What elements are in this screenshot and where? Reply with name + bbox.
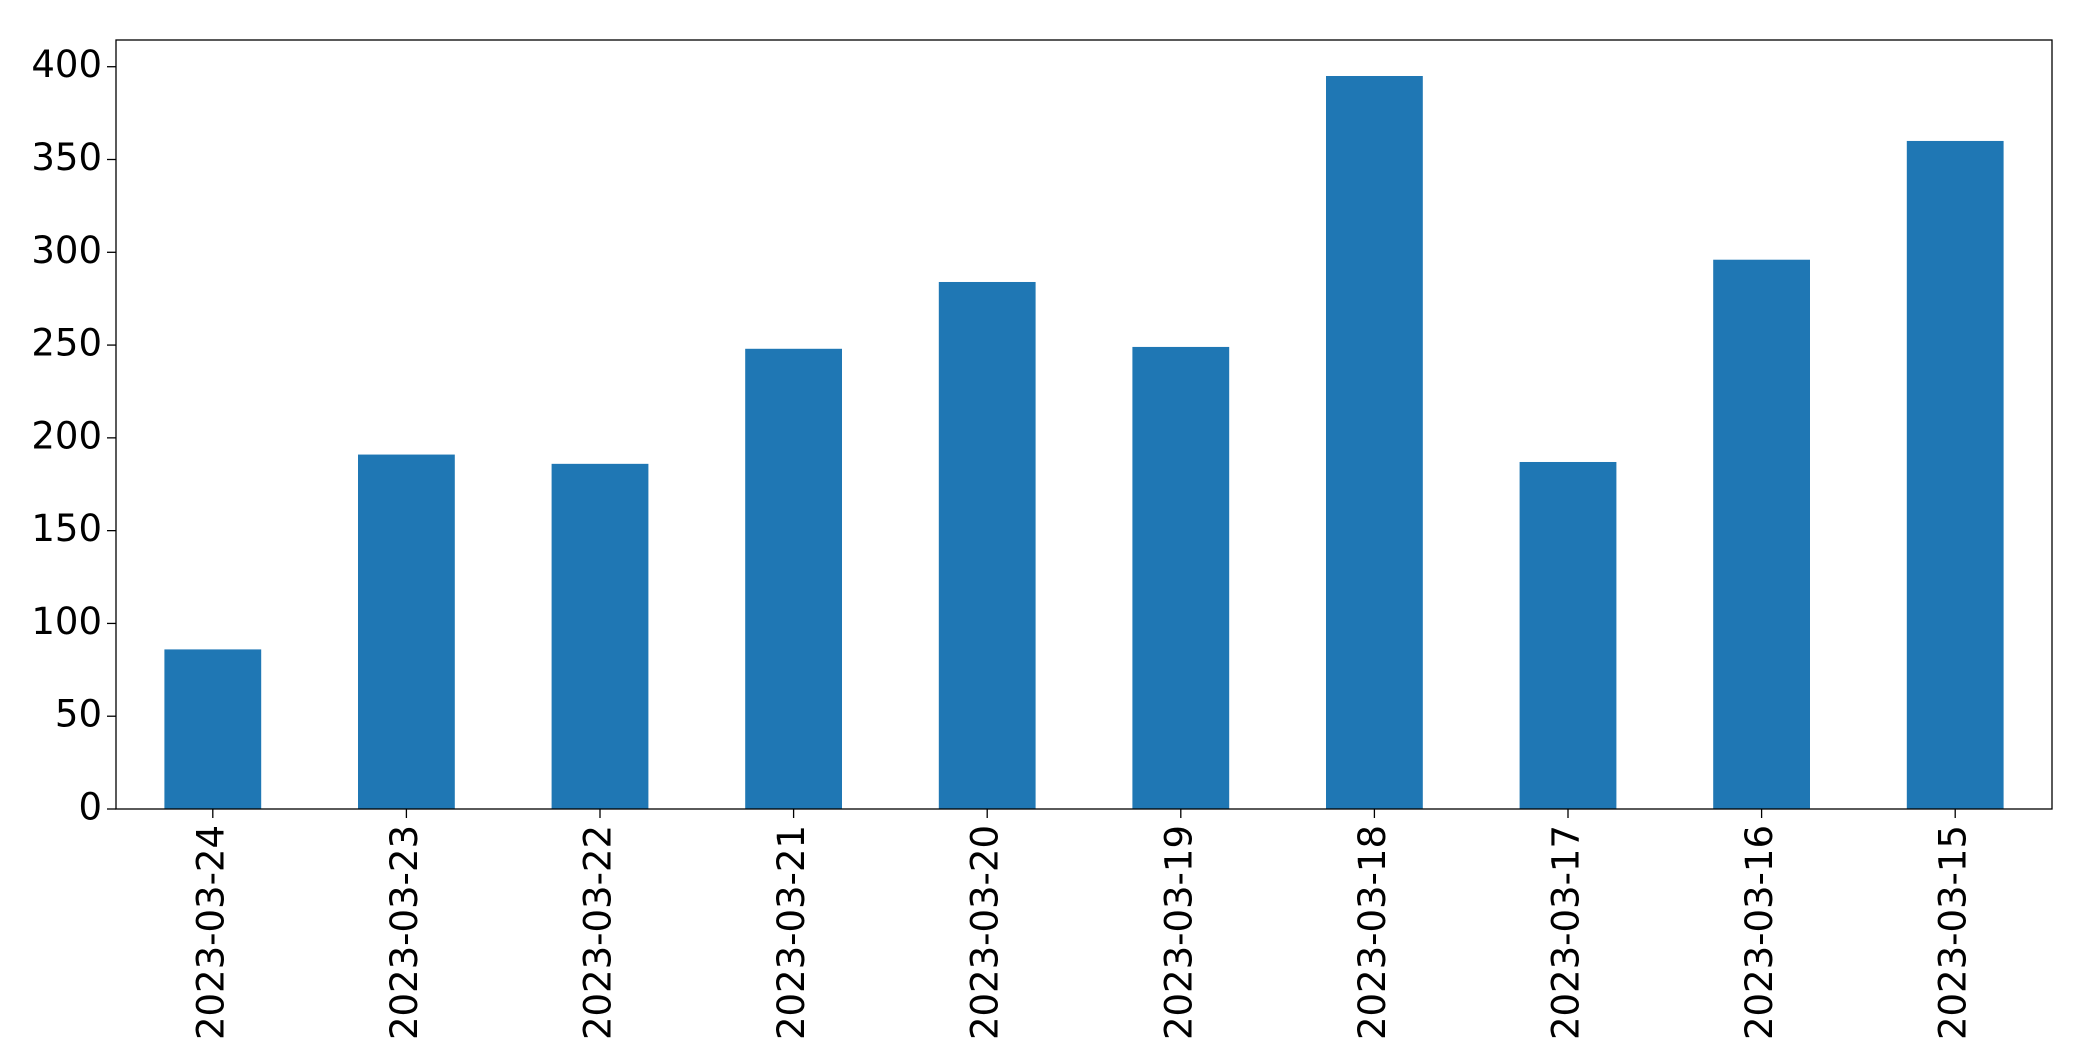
bar <box>551 463 649 809</box>
x-tick-label: 2023-03-24 <box>189 825 232 1040</box>
x-tick-label: 2023-03-20 <box>964 825 1007 1040</box>
x-tick-label: 2023-03-23 <box>383 825 426 1040</box>
x-tick-label: 2023-03-16 <box>1738 825 1781 1040</box>
y-tick-label: 200 <box>31 414 102 457</box>
bar <box>745 348 842 809</box>
x-tick-label: 2023-03-21 <box>770 825 813 1040</box>
x-tick-label: 2023-03-15 <box>1932 825 1975 1040</box>
y-tick-label: 150 <box>31 507 102 550</box>
y-tick-label: 250 <box>31 322 102 365</box>
bar <box>1713 259 1810 809</box>
bar <box>1326 76 1423 809</box>
x-tick-label: 2023-03-19 <box>1157 825 1200 1040</box>
x-tick-label: 2023-03-18 <box>1351 825 1394 1040</box>
y-tick-label: 50 <box>55 693 102 736</box>
y-tick-label: 350 <box>31 136 102 179</box>
bar <box>358 454 455 809</box>
y-tick-label: 400 <box>31 43 102 86</box>
bar <box>1906 140 2004 809</box>
plot-frame <box>115 39 2053 810</box>
y-tick-label: 0 <box>78 786 102 829</box>
bar <box>938 281 1036 809</box>
bar <box>1132 346 1230 809</box>
bar <box>1519 461 1617 809</box>
y-tick-label: 100 <box>31 600 102 643</box>
x-tick-label: 2023-03-17 <box>1545 825 1588 1040</box>
x-tick-label: 2023-03-22 <box>577 825 620 1040</box>
bar <box>164 649 262 809</box>
y-tick-label: 300 <box>31 229 102 272</box>
